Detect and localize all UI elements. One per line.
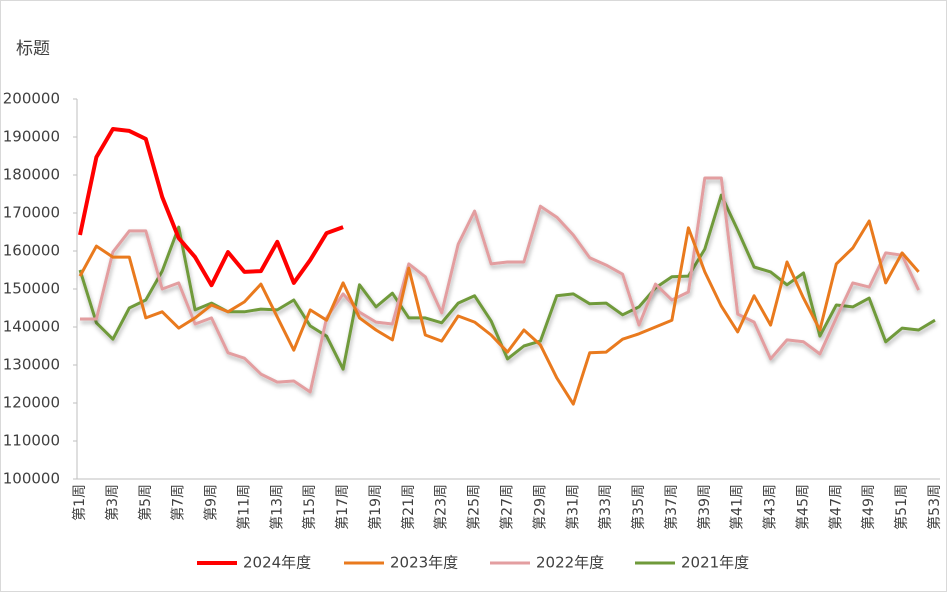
y-tick-label: 160000: [3, 242, 60, 260]
x-tick-label: 第45周: [794, 484, 811, 530]
x-tick-label: 第35周: [630, 484, 647, 530]
x-tick-label: 第1周: [71, 484, 88, 521]
y-tick-label: 100000: [3, 470, 60, 488]
x-tick-label: 第43周: [762, 484, 779, 530]
x-tick-label: 第47周: [827, 484, 844, 530]
x-tick-label: 第5周: [137, 484, 154, 521]
legend-label: 2023年度: [390, 554, 458, 572]
x-tick-label: 第49周: [860, 484, 877, 530]
x-tick-label: 第31周: [564, 484, 581, 530]
x-tick-label: 第21周: [400, 484, 417, 530]
x-tick-label: 第11周: [235, 484, 252, 530]
x-tick-label: 第33周: [597, 484, 614, 530]
series-line: [80, 176, 920, 394]
y-tick-label: 140000: [3, 318, 60, 336]
x-tick-label: 第29周: [531, 484, 548, 530]
chart-title: 标题: [16, 39, 50, 59]
x-tick-label: 第15周: [301, 484, 318, 530]
y-tick-label: 110000: [3, 432, 60, 450]
x-tick-label: 第51周: [893, 484, 910, 530]
legend-label: 2022年度: [536, 554, 604, 572]
y-tick-label: 130000: [3, 356, 60, 374]
legend-label: 2024年度: [243, 554, 311, 572]
x-tick-label: 第9周: [203, 484, 220, 521]
series-line: [78, 127, 344, 288]
x-tick-label: 第41周: [729, 484, 746, 530]
y-tick-label: 190000: [3, 128, 60, 146]
x-tick-label: 第3周: [104, 484, 121, 521]
x-tick-label: 第19周: [367, 484, 384, 530]
x-tick-label: 第25周: [466, 484, 483, 530]
y-tick-label: 180000: [3, 166, 60, 184]
series-line: [78, 219, 920, 406]
y-tick-label: 170000: [3, 204, 60, 222]
y-tick-label: 150000: [3, 280, 60, 298]
x-tick-label: 第23周: [433, 484, 450, 530]
x-tick-label: 第7周: [170, 484, 187, 521]
y-tick-label: 200000: [3, 90, 60, 108]
x-tick-label: 第27周: [499, 484, 516, 530]
x-tick-label: 第17周: [334, 484, 351, 530]
legend-label: 2021年度: [681, 554, 749, 572]
x-tick-label: 第13周: [268, 484, 285, 530]
x-tick-label: 第37周: [663, 484, 680, 530]
x-tick-label: 第53周: [926, 484, 943, 530]
x-tick-label: 第39周: [696, 484, 713, 530]
y-tick-label: 120000: [3, 394, 60, 412]
